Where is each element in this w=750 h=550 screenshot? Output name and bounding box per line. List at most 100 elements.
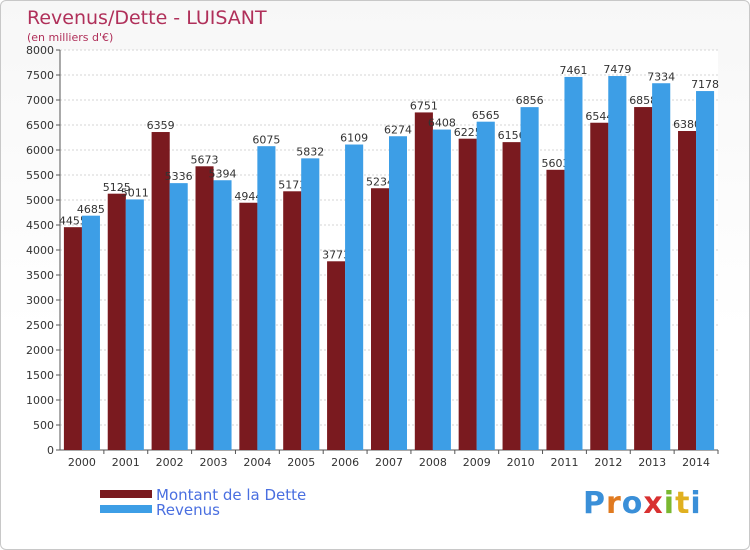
- y-tick-label: 8000: [26, 44, 54, 57]
- data-label: 7334: [647, 70, 675, 83]
- legend-swatch-dette: [100, 490, 152, 498]
- data-label: 6225: [454, 126, 482, 139]
- x-tick-label: 2013: [638, 456, 666, 469]
- bar-shade: [81, 215, 100, 450]
- data-label: 5173: [278, 178, 306, 191]
- data-label: 4685: [77, 203, 105, 216]
- y-tick-label: 7500: [26, 69, 54, 82]
- y-tick-label: 3000: [26, 294, 54, 307]
- legend-label-revenus: Revenus: [156, 501, 220, 519]
- bar-shade: [520, 107, 539, 450]
- y-tick-label: 6000: [26, 144, 54, 157]
- x-tick-label: 2004: [243, 456, 271, 469]
- y-tick-label: 4000: [26, 244, 54, 257]
- logo-letter: r: [606, 486, 622, 521]
- bar-shade: [371, 188, 389, 451]
- x-tick-label: 2009: [463, 456, 491, 469]
- bar-shade: [476, 121, 495, 450]
- data-label: 5125: [103, 181, 131, 194]
- x-tick-label: 2002: [156, 456, 184, 469]
- bar-shade: [458, 138, 477, 450]
- data-label: 6075: [252, 133, 280, 146]
- x-tick-label: 2014: [682, 456, 710, 469]
- bar-shade: [564, 76, 583, 450]
- bar-shade: [195, 166, 214, 450]
- data-label: 6408: [428, 117, 456, 130]
- x-tick-label: 2012: [594, 456, 622, 469]
- bar-shade: [389, 136, 407, 451]
- bar-shade: [239, 202, 258, 450]
- x-tick-label: 2010: [507, 456, 535, 469]
- data-label: 6274: [384, 123, 412, 136]
- bar-shade: [301, 158, 320, 450]
- data-label: 7461: [559, 64, 587, 77]
- y-tick-label: 0: [47, 444, 54, 457]
- bar-shade: [213, 180, 232, 451]
- bar-shade: [652, 83, 671, 451]
- y-tick-label: 2500: [26, 319, 54, 332]
- proxiti-logo: Proxiti: [583, 486, 702, 521]
- chart-subtitle: (en milliers d'€): [27, 31, 114, 44]
- data-label: 5832: [296, 145, 324, 158]
- data-label: 5336: [165, 170, 193, 183]
- bar-shade: [590, 122, 609, 451]
- legend-swatch-revenus: [100, 505, 152, 513]
- bar-shade: [432, 129, 451, 450]
- x-tick-label: 2011: [550, 456, 578, 469]
- y-tick-label: 1000: [26, 394, 54, 407]
- y-tick-label: 4500: [26, 219, 54, 232]
- y-tick-label: 6500: [26, 119, 54, 132]
- bar-shade: [608, 76, 627, 451]
- data-label: 6156: [498, 129, 526, 142]
- bar-shade: [63, 227, 82, 450]
- data-label: 7178: [691, 78, 719, 91]
- logo-letter: o: [621, 486, 644, 521]
- legend-label-dette: Montant de la Dette: [156, 486, 307, 504]
- bar-shade: [546, 169, 565, 450]
- data-label: 5011: [121, 186, 149, 199]
- logo-letter: P: [583, 486, 606, 521]
- bar-shade: [169, 183, 188, 450]
- bar-shade: [345, 144, 364, 451]
- bar-shade: [414, 112, 433, 450]
- data-label: 4455: [59, 214, 87, 227]
- logo-letter: i: [663, 486, 676, 521]
- y-tick-label: 3500: [26, 269, 54, 282]
- y-tick-label: 2000: [26, 344, 54, 357]
- bar-shade: [678, 131, 697, 450]
- bar-shade: [327, 261, 346, 450]
- data-label: 6359: [147, 119, 175, 132]
- data-label: 6109: [340, 132, 368, 145]
- data-label: 5673: [191, 153, 219, 166]
- logo-letter: x: [643, 486, 664, 521]
- y-tick-label: 1500: [26, 369, 54, 382]
- x-tick-label: 2006: [331, 456, 359, 469]
- data-label: 6856: [516, 94, 544, 107]
- data-label: 6544: [585, 110, 613, 123]
- data-label: 5394: [209, 167, 237, 180]
- logo-letter: t: [675, 486, 691, 521]
- data-label: 6858: [629, 94, 657, 107]
- logo-letter: i: [690, 486, 702, 521]
- data-label: 5234: [366, 175, 394, 188]
- y-tick-label: 5500: [26, 169, 54, 182]
- x-tick-label: 2008: [419, 456, 447, 469]
- data-label: 6751: [410, 99, 438, 112]
- data-label: 3773: [322, 248, 350, 261]
- x-tick-label: 2005: [287, 456, 315, 469]
- bar-shade: [502, 142, 521, 450]
- bar-shade: [257, 146, 276, 450]
- bar-shade: [125, 199, 144, 450]
- bar-shade: [107, 193, 126, 450]
- bar-shade: [283, 191, 302, 450]
- data-label: 4944: [234, 190, 262, 203]
- data-label: 6565: [472, 109, 500, 122]
- bar-shade: [151, 132, 170, 451]
- y-tick-label: 500: [33, 419, 54, 432]
- data-label: 5603: [541, 157, 569, 170]
- x-tick-label: 2000: [68, 456, 96, 469]
- data-label: 6380: [673, 118, 701, 131]
- y-tick-label: 7000: [26, 94, 54, 107]
- data-label: 7479: [603, 63, 631, 76]
